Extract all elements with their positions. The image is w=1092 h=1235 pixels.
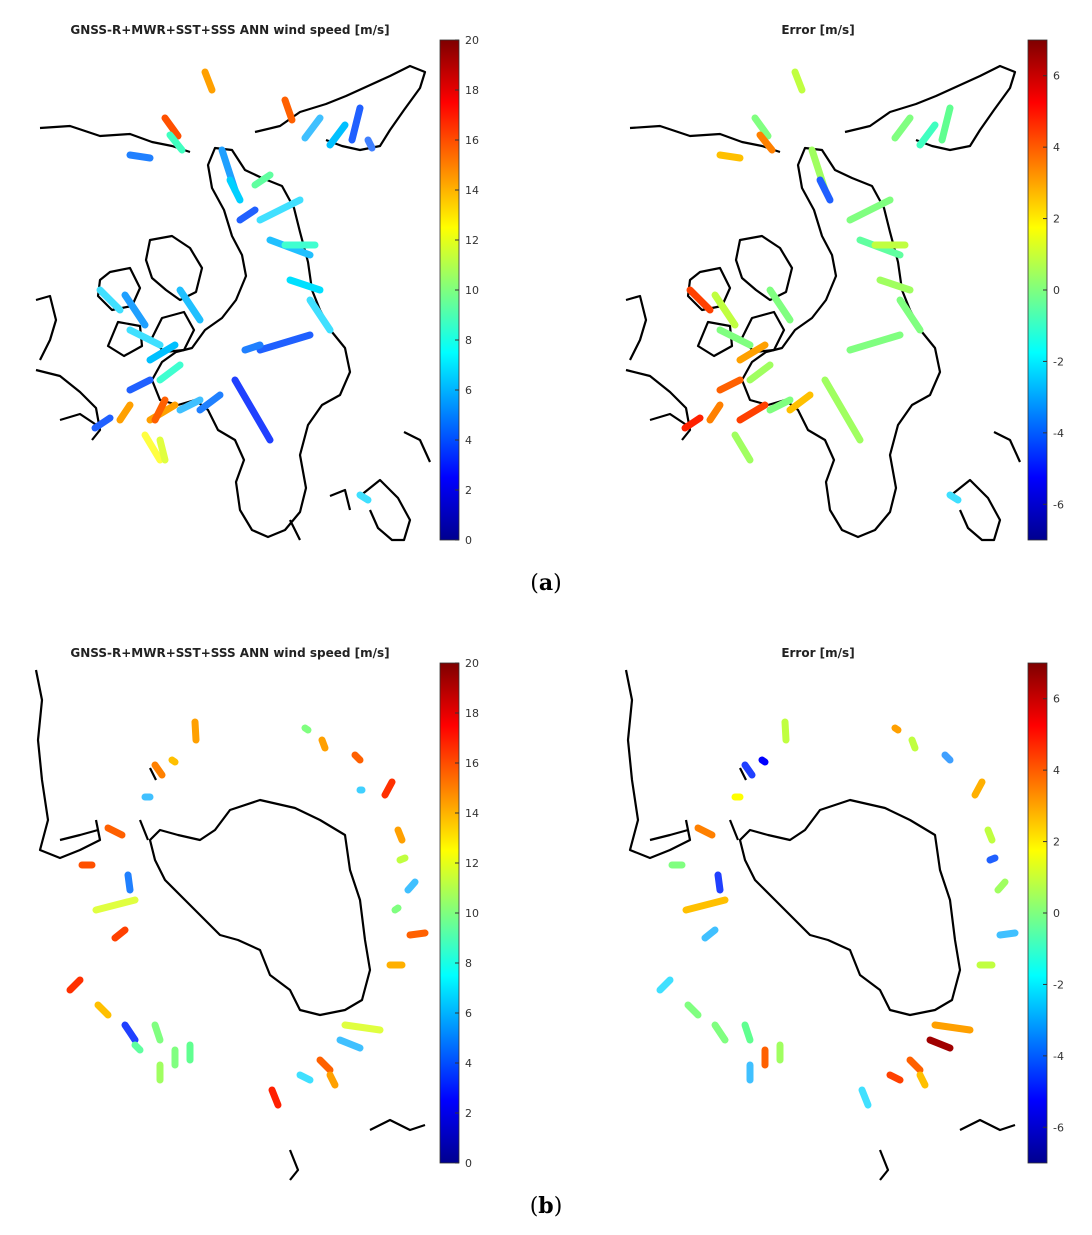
- colorbar-error: -6 -4 -2 0 2 4 6: [1027, 662, 1064, 1164]
- colorbar-tick-label: 16: [465, 757, 479, 770]
- colorbar-tick-label: 0: [1053, 284, 1060, 297]
- colorbar-tick-label: 12: [465, 857, 479, 870]
- colorbar-tick-label: 2: [465, 484, 472, 497]
- colorbar-tick-label: 14: [465, 184, 479, 197]
- caption-a: (a): [530, 570, 561, 596]
- coastline-greenland: [150, 146, 352, 539]
- colorbar-tick-label: -4: [1053, 1050, 1064, 1063]
- colorbar-tick-label: 8: [465, 957, 472, 970]
- colorbar-tick-label: 6: [1053, 70, 1060, 83]
- colorbar-wind: 0 2 4 6 8 10 12 14 16 18 20: [439, 34, 479, 547]
- arctic-map: [35, 64, 432, 542]
- colorbar-tick-label: -4: [1053, 427, 1064, 440]
- colorbar-tick-label: 18: [465, 707, 479, 720]
- colorbar-tick-label: 12: [465, 234, 479, 247]
- tracks-error: [681, 68, 962, 504]
- colorbar-wind: 0 2 4 6 8 10 12 14 16 18 20: [439, 657, 479, 1170]
- colorbar-tick-label: 14: [465, 807, 479, 820]
- colorbar-tick-label: -2: [1053, 978, 1064, 991]
- coastline-scandinavia: [289, 488, 352, 541]
- antarctic-map: [624, 669, 1019, 1181]
- colorbar-ticks: 0 2 4 6 8 10 12 14 16 18 20: [455, 34, 479, 547]
- colorbar-tick-label: 20: [465, 657, 479, 670]
- colorbar-tick-label: 4: [465, 1057, 472, 1070]
- panel-title: GNSS-R+MWR+SST+SSS ANN wind speed [m/s]: [70, 23, 389, 37]
- arctic-map: [625, 64, 1022, 542]
- colorbar-tick-label: 4: [465, 434, 472, 447]
- colorbar-tick-label: 18: [465, 84, 479, 97]
- colorbar-tick-label: 2: [465, 1107, 472, 1120]
- panel-b-right: Error [m/s]: [624, 646, 1064, 1181]
- colorbar-tick-label: 10: [465, 907, 479, 920]
- colorbar-error: -6 -4 -2 0 2 4 6: [1027, 39, 1064, 541]
- colorbar-tick-label: 8: [465, 334, 472, 347]
- colorbar-tick-label: 0: [1053, 907, 1060, 920]
- caption-b: (b): [530, 1193, 563, 1219]
- colorbar-tick-label: -6: [1053, 498, 1064, 511]
- antarctic-map: [34, 669, 429, 1181]
- coastline-antarctica: [148, 798, 372, 1017]
- colorbar-tick-label: 4: [1053, 141, 1060, 154]
- colorbar-tick-label: 6: [465, 1007, 472, 1020]
- colorbar-tick-label: 2: [1053, 836, 1060, 849]
- coastline-north-america: [35, 124, 191, 441]
- tracks-wind: [91, 68, 376, 504]
- panel-title: Error [m/s]: [781, 23, 854, 37]
- coastline-islands: [138, 767, 426, 1181]
- panel-b-left: GNSS-R+MWR+SST+SSS ANN wind speed [m/s]: [34, 646, 479, 1181]
- panel-a-right: Error [m/s]: [625, 23, 1064, 542]
- coastline-south-america: [34, 669, 102, 860]
- colorbar-tick-label: 6: [465, 384, 472, 397]
- colorbar-tick-label: 16: [465, 134, 479, 147]
- coastline-eurasia: [254, 64, 432, 542]
- colorbar-tick-label: 4: [1053, 764, 1060, 777]
- colorbar-tick-label: 10: [465, 284, 479, 297]
- colorbar-tick-label: 2: [1053, 213, 1060, 226]
- colorbar-tick-label: -6: [1053, 1121, 1064, 1134]
- panel-a-left: GNSS-R+MWR+SST+SSS ANN wind speed [m/s]: [35, 23, 479, 547]
- colorbar-tick-label: 6: [1053, 693, 1060, 706]
- panel-title: GNSS-R+MWR+SST+SSS ANN wind speed [m/s]: [70, 646, 389, 660]
- colorbar-tick-label: 0: [465, 534, 472, 547]
- panel-title: Error [m/s]: [781, 646, 854, 660]
- colorbar-tick-label: 20: [465, 34, 479, 47]
- colorbar-tick-label: -2: [1053, 355, 1064, 368]
- colorbar-tick-label: 0: [465, 1157, 472, 1170]
